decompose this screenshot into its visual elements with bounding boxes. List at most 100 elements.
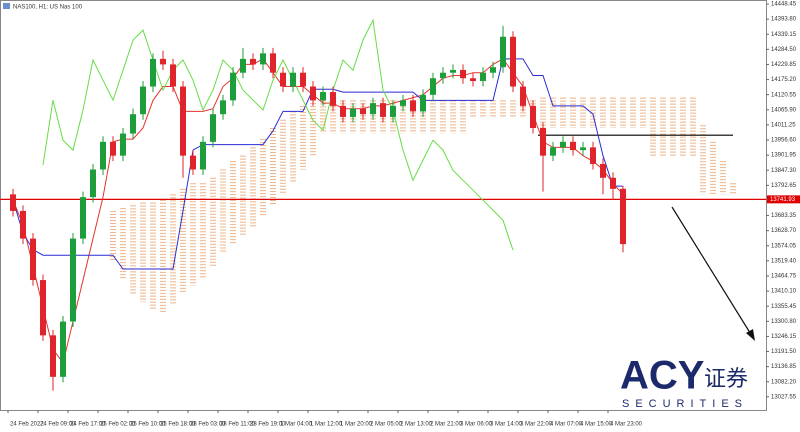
trend-arrow [671, 206, 753, 337]
x-tick-label: 24 Feb 09:00 [40, 422, 76, 428]
candle-body [570, 141, 576, 151]
candle-body [620, 188, 626, 245]
y-tick-label: 14065.90 [771, 107, 797, 113]
candle-body [330, 92, 336, 106]
candle-body [560, 141, 566, 148]
candle-body [220, 100, 226, 115]
x-tick-label: 25 Feb 10:00 [130, 422, 166, 428]
y-tick-label: 13246.15 [771, 334, 797, 340]
candle-body [260, 53, 266, 65]
y-tick-label: 13901.95 [771, 153, 797, 159]
y-tick-label: 13956.60 [771, 138, 797, 144]
candle-body [10, 194, 16, 211]
candle-body [110, 141, 116, 156]
x-tick-label: 25 Feb 18:00 [160, 422, 196, 428]
candle-body [180, 86, 186, 156]
candle-body [370, 103, 376, 115]
candle-body [120, 133, 126, 156]
y-tick-label: 14175.20 [771, 77, 797, 83]
candle-body [420, 94, 426, 112]
candle-body [360, 108, 366, 115]
y-tick-label: 13847.30 [771, 168, 797, 174]
candle-body [300, 72, 306, 87]
candle-body [290, 72, 296, 87]
x-tick-label: 4 Mar 15:00 [580, 422, 613, 428]
candle-body [600, 163, 606, 178]
y-tick-label: 13683.35 [771, 213, 797, 219]
y-tick-label: 13792.65 [771, 183, 797, 189]
logo-chinese: 证券 [704, 366, 748, 391]
x-tick-label: 28 Feb 03:00 [190, 422, 226, 428]
candle-body [550, 147, 556, 156]
x-tick-label: 2 Mar 13:00 [400, 422, 433, 428]
candle-body [500, 36, 506, 68]
chart-title: NAS100, H1: US Nas 100 [13, 5, 83, 11]
x-tick-label: 3 Mar 22:00 [520, 422, 553, 428]
candle-body [270, 53, 276, 73]
candle-body [390, 105, 396, 117]
x-tick-label: 3 Mar 06:00 [460, 422, 493, 428]
candle-body [340, 105, 346, 117]
candle-body [100, 141, 106, 170]
candle-body [400, 100, 406, 106]
y-tick-label: 13628.70 [771, 228, 797, 234]
candle-body [310, 86, 316, 101]
y-tick-label: 14339.15 [771, 32, 797, 38]
y-tick-label: 13464.75 [771, 274, 797, 280]
x-tick-label: 28 Feb 11:00 [220, 422, 256, 428]
candle-body [50, 335, 56, 377]
candle-body [470, 78, 476, 82]
candle-body [60, 321, 66, 377]
y-tick-label: 14448.45 [771, 2, 797, 8]
x-tick-label: 1 Mar 20:00 [340, 422, 373, 428]
y-tick-label: 14229.85 [771, 62, 797, 68]
candle-body [90, 169, 96, 198]
candle-body [320, 92, 326, 101]
x-tick-label: 24 Feb 2022 [10, 422, 44, 428]
y-tick-label: 13136.85 [771, 364, 797, 370]
candle-body [480, 72, 486, 82]
candle-body [460, 69, 466, 79]
candle-body [200, 141, 206, 170]
candle-body [240, 58, 246, 73]
candle-body [30, 238, 36, 281]
indicator-line [12, 58, 623, 270]
y-tick-label: 13519.40 [771, 258, 797, 264]
candle-body [590, 147, 596, 164]
arrow-head [746, 329, 755, 341]
candle-body [210, 114, 216, 142]
y-tick-label: 13355.45 [771, 304, 797, 310]
candle-body [490, 67, 496, 73]
candle-body [520, 86, 526, 106]
x-tick-label: 4 Mar 07:00 [550, 422, 583, 428]
candle-body [580, 147, 586, 151]
y-tick-label: 13027.55 [771, 394, 797, 400]
y-tick-label: 14284.50 [771, 47, 797, 53]
y-tick-label: 14120.55 [771, 92, 797, 98]
candle-body [440, 72, 446, 79]
candle-body [70, 238, 76, 322]
x-tick-label: 2 Mar 05:00 [370, 422, 403, 428]
level-label-box [767, 195, 800, 204]
candle-body [140, 86, 146, 115]
x-tick-label: 28 Feb 19:00 [250, 422, 286, 428]
candle-body [230, 72, 236, 101]
x-tick-label: 1 Mar 12:00 [310, 422, 343, 428]
candle-body [510, 36, 516, 87]
chart-icon [3, 3, 10, 9]
indicator-line [12, 58, 624, 365]
y-tick-label: 14393.80 [771, 17, 797, 23]
candle-body [80, 197, 86, 239]
y-tick-label: 13191.50 [771, 349, 797, 355]
candle-body [150, 58, 156, 87]
x-tick-label: 3 Mar 14:00 [490, 422, 523, 428]
plot-frame [0, 0, 767, 411]
candle-body [530, 105, 536, 129]
candle-body [160, 58, 166, 65]
candle-body [350, 108, 356, 117]
x-tick-label: 1 Mar 04:00 [280, 422, 313, 428]
watermark: ACY 证券 SECURITIES [620, 354, 748, 410]
candle-body [130, 114, 136, 134]
candle-body [610, 177, 616, 189]
candle-body [430, 78, 436, 95]
